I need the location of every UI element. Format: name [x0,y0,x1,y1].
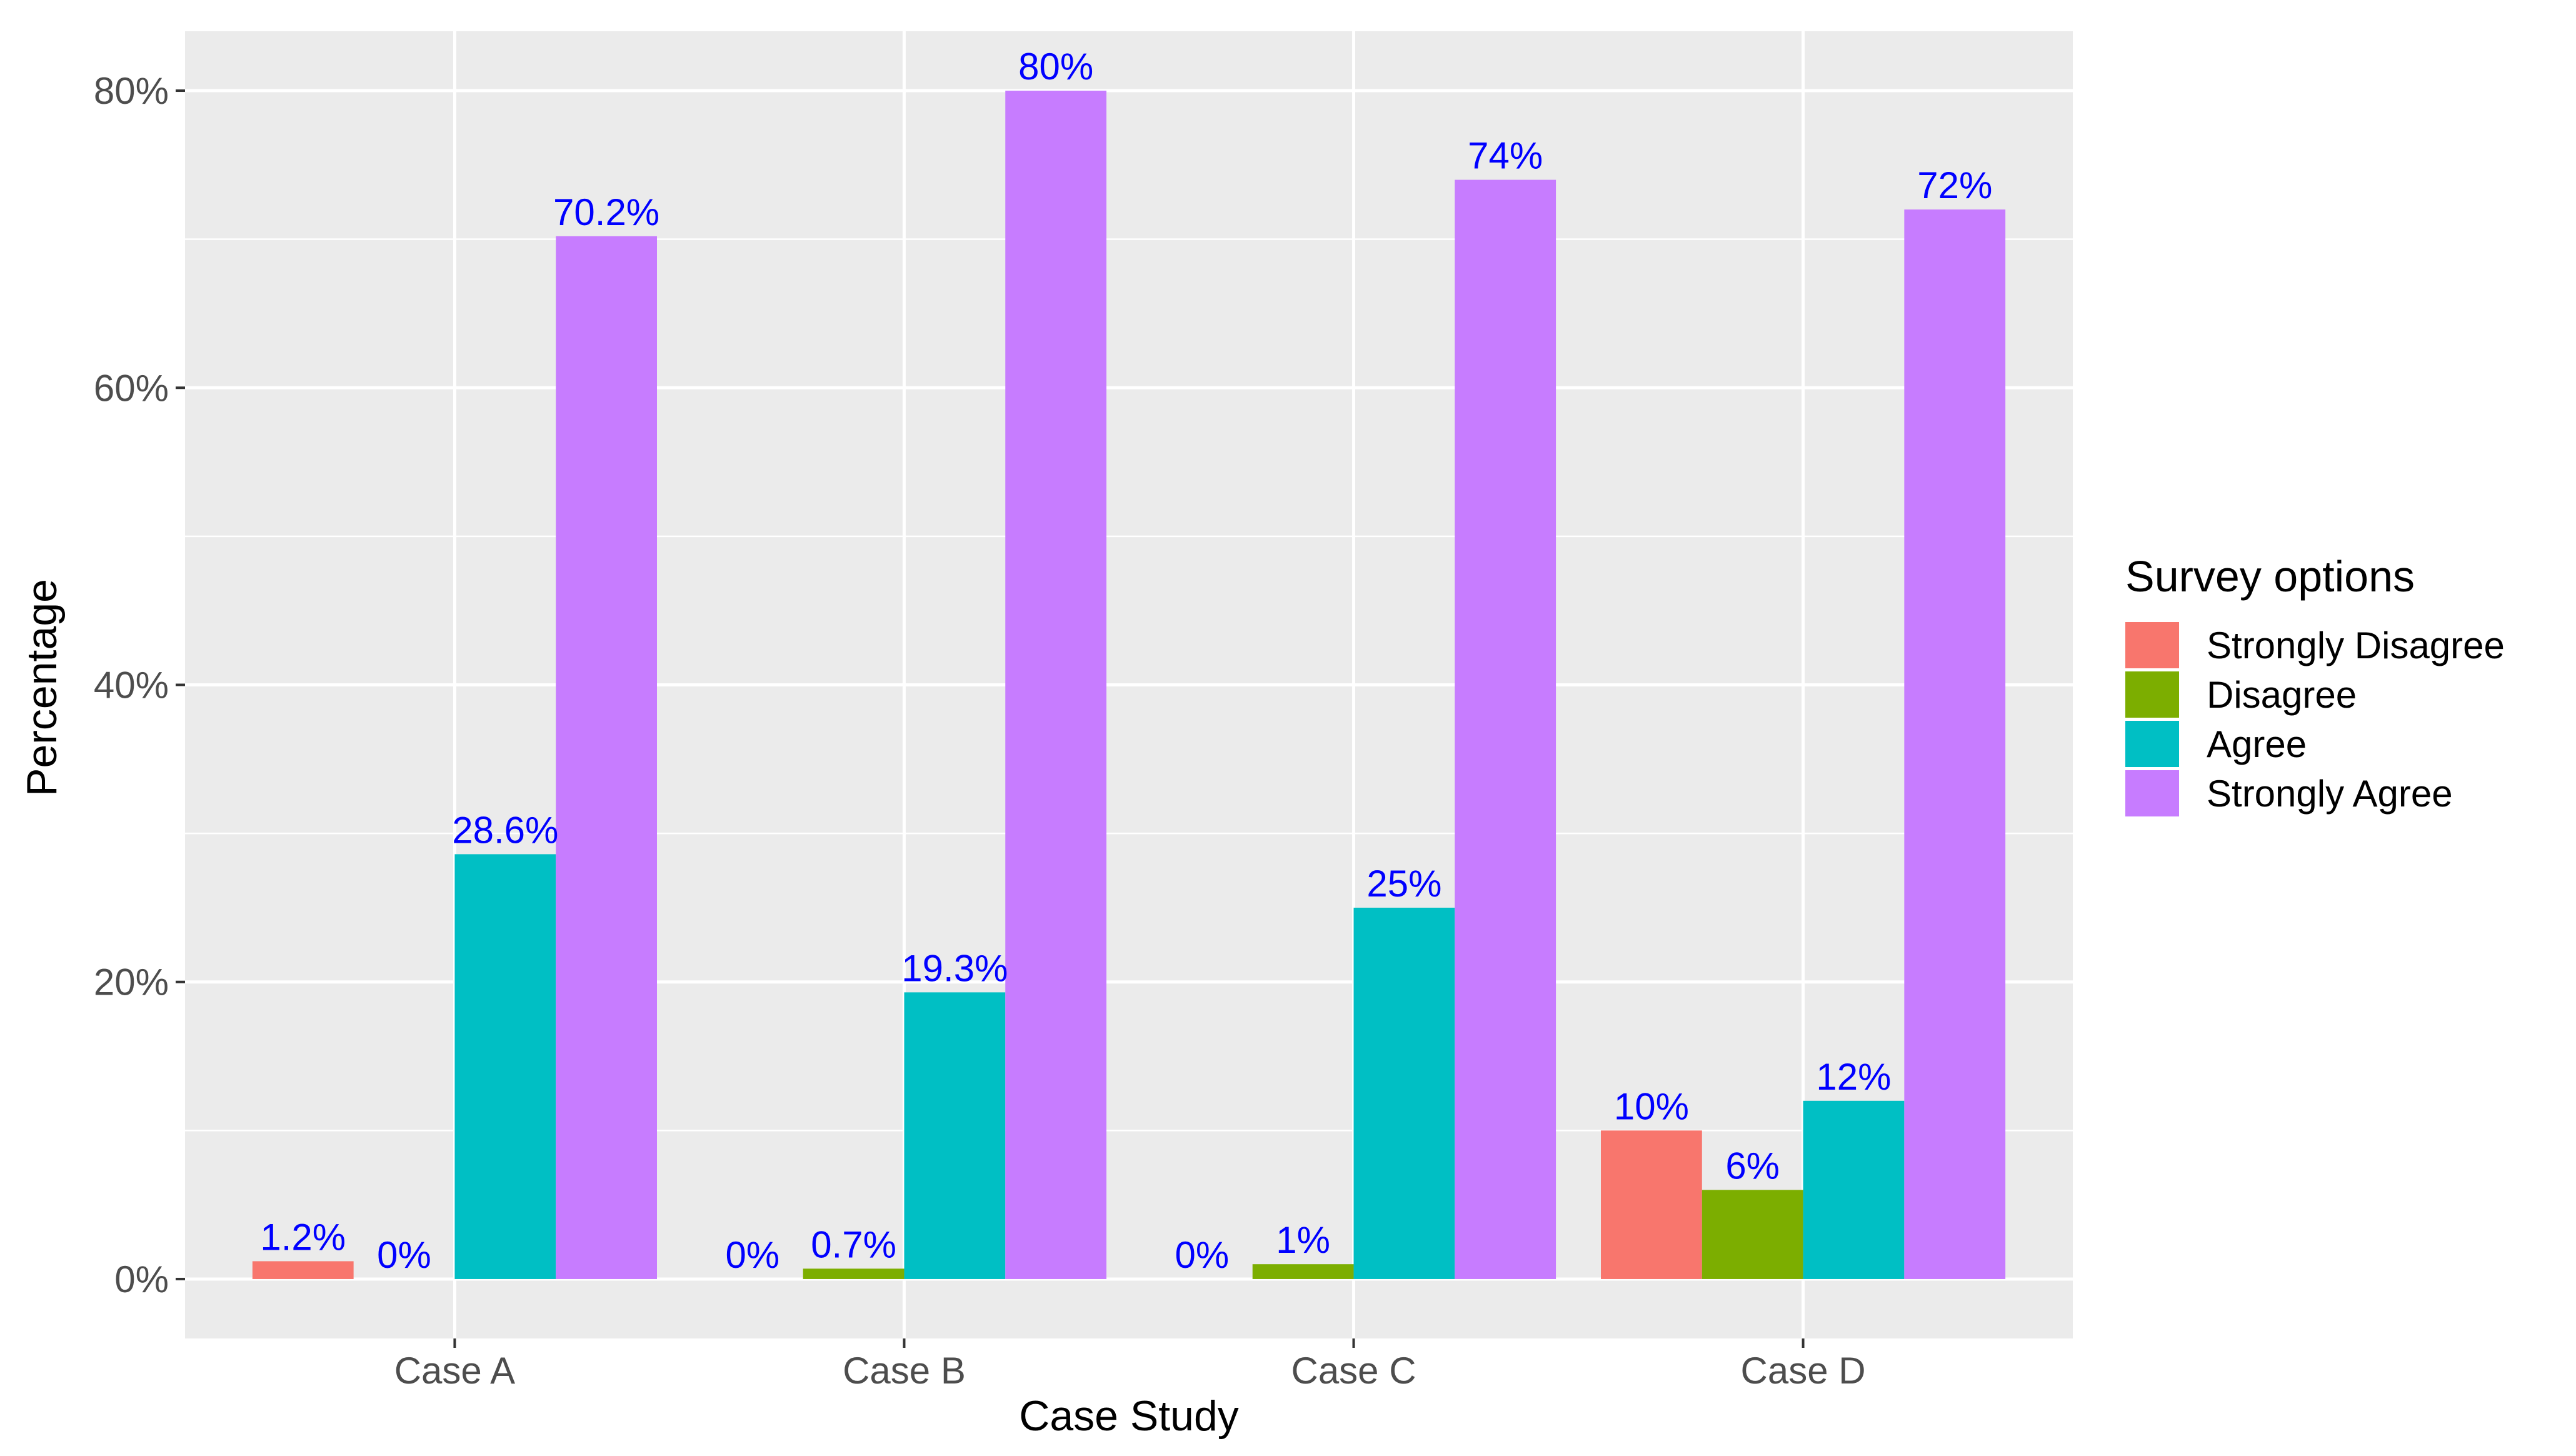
bar-value-label: 72% [1917,164,1992,206]
x-axis-title: Case Study [1019,1392,1239,1440]
bar-strongly-disagree [1601,1130,1702,1279]
bar-value-label: 25% [1366,863,1441,905]
bar-value-label: 19.3% [901,947,1008,989]
bar-disagree [1252,1264,1354,1279]
bar-agree [1803,1100,1905,1279]
bar-value-label: 10% [1614,1085,1689,1127]
bar-strongly-agree [556,236,657,1279]
bar-agree [1353,907,1455,1279]
bar-value-label: 0% [1175,1234,1229,1276]
bar-strongly-agree [1005,91,1107,1279]
bar-value-label: 80% [1018,46,1093,88]
legend-key-swatch [2125,622,2179,668]
legend-key-swatch [2125,770,2179,816]
legend-key-swatch [2125,721,2179,767]
bar-value-label: 70.2% [553,191,659,233]
legend-item-label: Strongly Disagree [2207,625,2505,666]
x-tick-label: Case D [1741,1350,1866,1392]
x-tick-label: Case C [1291,1350,1416,1392]
legend-item-label: Agree [2207,723,2307,765]
bars [252,91,2006,1279]
bar-agree [904,992,1006,1279]
legend-item-label: Disagree [2207,674,2357,716]
x-tick-label: Case B [843,1350,966,1392]
x-axis: Case A Case B Case C Case D [394,1338,1866,1392]
y-axis: 0% 20% 40% 60% 80% [94,70,185,1300]
bar-data-labels: 1.2% 0% 0% 10% 0% 0.7% 1% 6% 28.6% 19.3% 25% 12% 70.… [260,46,1992,1276]
y-tick-label: 0% [114,1258,169,1300]
legend-item-label: Strongly Agree [2207,773,2453,815]
bar-value-label: 12% [1816,1056,1891,1098]
bar-value-label: 1.2% [260,1216,346,1258]
bar-value-label: 1% [1276,1219,1330,1261]
y-tick-label: 80% [94,70,169,112]
bar-agree [454,854,556,1279]
y-tick-label: 40% [94,665,169,706]
bar-value-label: 0% [725,1234,779,1276]
bar-value-label: 74% [1468,135,1543,177]
y-tick-label: 60% [94,367,169,409]
y-axis-title: Percentage [18,579,66,796]
bar-strongly-agree [1455,179,1556,1279]
bar-strongly-disagree [252,1261,354,1279]
x-tick-label: Case A [394,1350,515,1392]
legend-title: Survey options [2125,552,2415,601]
bar-disagree [803,1268,905,1279]
bar-value-label: 6% [1725,1145,1780,1187]
legend: Survey options Strongly Disagree Disagree… [2125,552,2505,816]
legend-items: Strongly Disagree Disagree Agree Strongly A… [2125,622,2505,816]
bar-disagree [1701,1190,1803,1279]
bar-value-label: 0.7% [811,1223,896,1265]
legend-key-swatch [2125,671,2179,718]
bar-value-label: 0% [377,1234,431,1276]
y-tick-label: 20% [94,961,169,1003]
bar-strongly-agree [1904,209,2006,1279]
bar-value-label: 28.6% [452,809,558,851]
